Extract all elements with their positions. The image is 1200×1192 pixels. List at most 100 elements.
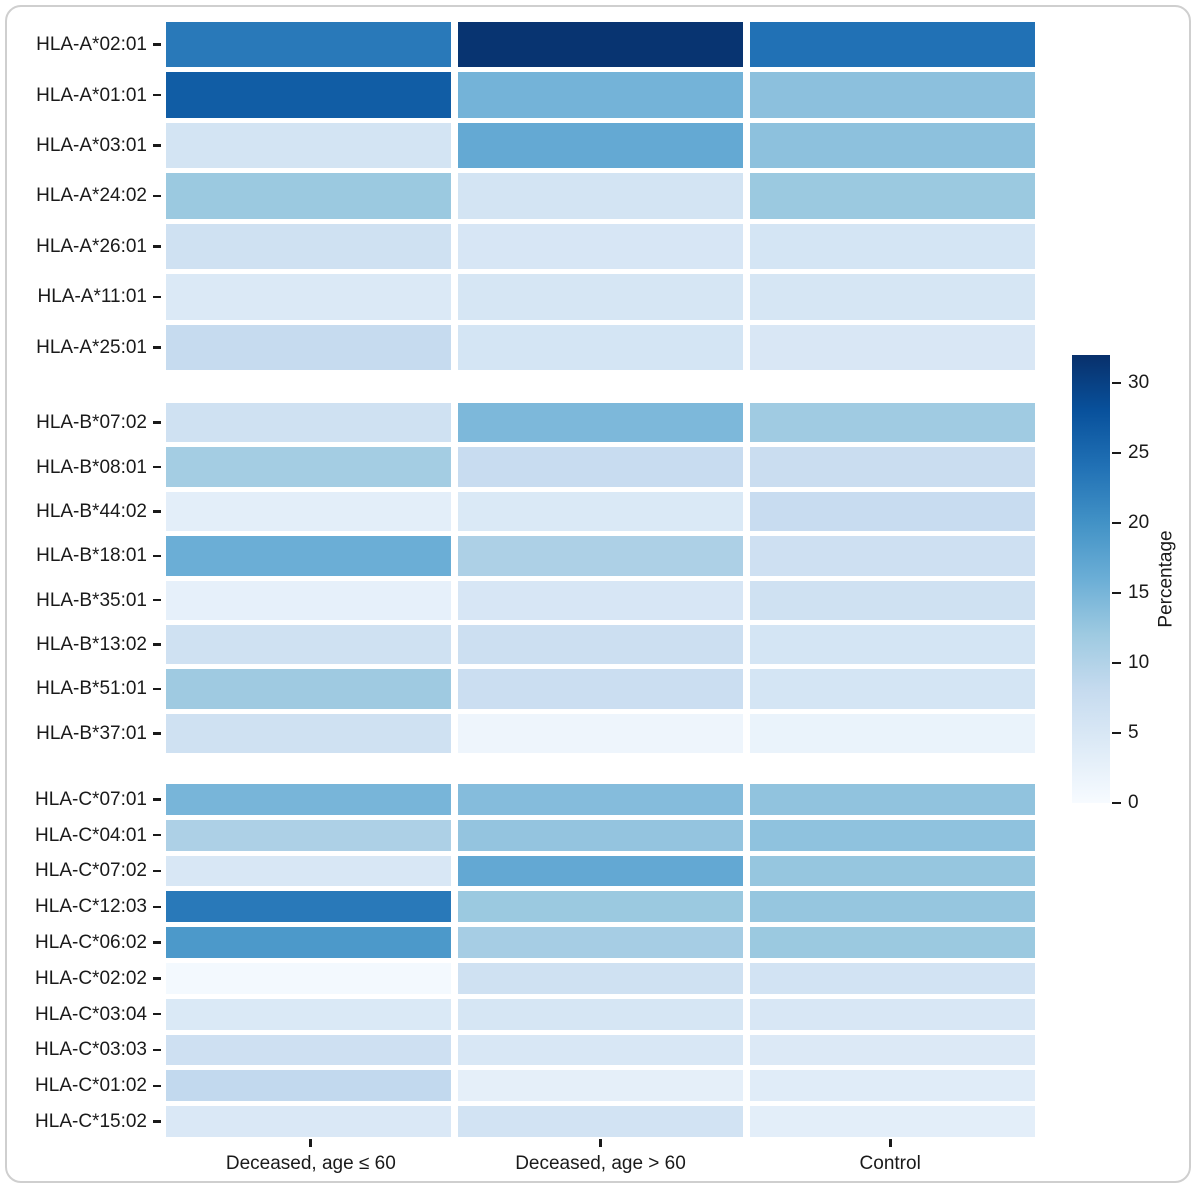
row-label: HLA-A*02:01 [0,22,166,67]
row-label-text: HLA-A*24:02 [36,185,147,207]
row-label-text: HLA-C*01:02 [35,1075,147,1097]
facet-HLA-C: HLA-C*07:01 HLA-C*04:01 HLA-C*07:02 HLA-C*1… [0,784,1035,1137]
row-label: HLA-B*35:01 [0,581,166,620]
row-label: HLA-B*44:02 [0,492,166,531]
y-axis-tick [153,869,161,873]
colorbar-title-text: Percentage [1156,530,1177,628]
heatmap-cell [166,536,451,576]
row-cells [166,580,1035,620]
heatmap-row: HLA-A*26:01 [0,223,1035,270]
heatmap-row: HLA-A*25:01 [0,324,1035,370]
heatmap-row: HLA-B*07:02 [0,403,1035,443]
heatmap-cell [750,962,1035,994]
row-cells [166,669,1035,709]
heatmap-cell [458,962,743,994]
row-label: HLA-C*03:04 [0,999,166,1030]
heatmap-row: HLA-C*07:02 [0,855,1035,887]
y-axis-tick [153,977,161,980]
heatmap-cell [458,1106,743,1137]
heatmap-cell [750,713,1035,753]
heatmap-cell [458,1034,743,1066]
row-label: HLA-C*01:02 [0,1070,166,1101]
row-label: HLA-A*01:01 [0,72,166,117]
heatmap-cell [166,713,451,753]
heatmap-cell [458,447,743,487]
row-label: HLA-C*07:01 [0,784,166,815]
y-axis-tick [153,421,161,424]
colorbar-tick [1112,451,1121,455]
heatmap-row: HLA-C*02:02 [0,962,1035,994]
heatmap-row: HLA-A*02:01 [0,22,1035,68]
heatmap-row: HLA-C*07:01 [0,784,1035,815]
x-axis-spacer [0,1139,166,1175]
row-cells [166,784,1035,815]
heatmap-cell [458,223,743,270]
heatmap-cell [458,491,743,532]
y-axis-tick [153,798,161,801]
row-label-text: HLA-B*35:01 [36,589,147,611]
heatmap-row: HLA-C*04:01 [0,819,1035,851]
heatmap-cell [750,491,1035,532]
x-axis-group: Deceased, age ≤ 60 [166,1139,456,1175]
heatmap-cell [750,1106,1035,1137]
row-cells [166,891,1035,923]
heatmap-cell [750,324,1035,370]
heatmap-cell [458,998,743,1030]
row-label-text: HLA-A*02:01 [36,34,147,56]
heatmap-cell [166,22,451,68]
row-label: HLA-A*25:01 [0,325,166,370]
x-axis-label: Deceased, age > 60 [515,1153,686,1174]
y-axis-tick [153,465,161,469]
row-label-text: HLA-B*13:02 [36,634,147,656]
heatmap-cell [750,998,1035,1030]
row-label: HLA-C*07:02 [0,856,166,887]
heatmap-cell [458,173,743,219]
row-label: HLA-A*03:01 [0,123,166,168]
y-axis-tick [153,93,161,97]
x-axis: Deceased, age ≤ 60 Deceased, age > 60 Cont… [0,1139,1035,1175]
row-cells [166,122,1035,169]
y-axis-tick [153,833,161,837]
heatmap-row: HLA-C*03:04 [0,998,1035,1030]
heatmap-row: HLA-A*11:01 [0,274,1035,320]
heatmap-cell [750,403,1035,443]
row-cells [166,1070,1035,1102]
heatmap-cell [458,713,743,753]
heatmap-row: HLA-A*01:01 [0,72,1035,118]
x-axis-group: Control [745,1139,1035,1175]
heatmap-cell [750,1070,1035,1102]
facet-HLA-B: HLA-B*07:02 HLA-B*08:01 HLA-B*44:02 HLA-B*1… [0,403,1035,753]
colorbar-title: Percentage [1146,355,1188,803]
row-label: HLA-C*15:02 [0,1106,166,1137]
heatmap-cell [750,891,1035,923]
y-axis-tick [153,687,161,691]
row-cells [166,223,1035,270]
heatmap-row: HLA-B*35:01 [0,580,1035,620]
colorbar-gradient [1072,355,1110,803]
heatmap-cell [750,173,1035,219]
row-label-text: HLA-A*03:01 [36,135,147,157]
colorbar-tick-label: 0 [1128,792,1139,813]
row-cells [166,927,1035,958]
row-cells [166,173,1035,219]
row-label: HLA-B*51:01 [0,669,166,708]
heatmap-cell [750,927,1035,958]
row-label-text: HLA-B*07:02 [36,412,147,434]
row-label-text: HLA-A*11:01 [37,286,148,308]
y-axis-tick [153,510,161,513]
y-axis-tick [153,941,161,944]
heatmap-cell [166,223,451,270]
heatmap-cell [750,819,1035,851]
row-label-text: HLA-A*26:01 [36,235,147,257]
row-label-text: HLA-B*44:02 [36,500,147,522]
row-cells [166,998,1035,1030]
y-axis-tick [153,346,161,349]
row-label-text: HLA-C*06:02 [35,932,147,954]
colorbar-tick [1112,661,1121,665]
heatmap-cell [458,927,743,958]
colorbar-tick-label: 20 [1128,512,1150,533]
heatmap-cell [166,1070,451,1102]
row-label-text: HLA-A*01:01 [36,84,147,106]
row-label-text: HLA-C*12:03 [35,896,147,918]
row-label-text: HLA-C*07:01 [35,788,147,810]
